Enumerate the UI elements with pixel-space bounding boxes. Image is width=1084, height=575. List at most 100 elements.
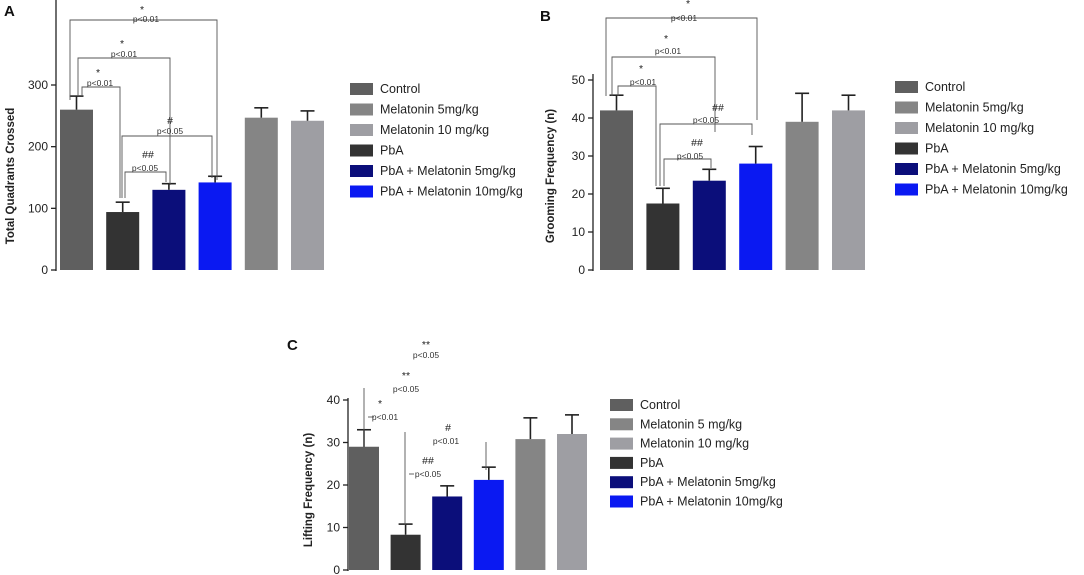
y-tick-label: 10 <box>327 521 341 535</box>
bar-melatonin-10-mg-kg <box>557 434 587 570</box>
legend-label: PbA <box>640 456 664 470</box>
bar-pba-melatonin-5mg-kg <box>432 496 463 570</box>
bar-melatonin-5-mg-kg <box>515 439 546 570</box>
legend-swatch <box>350 165 373 177</box>
bracket-b-control-vs-pba-mel5 <box>611 56 716 132</box>
bar-pba-melatonin-10mg-kg <box>739 163 773 270</box>
annotation-symbol: ** <box>402 370 410 382</box>
bracket-b-pba-vs-pba-mel10 <box>659 123 753 186</box>
annotation-p-value: p<0.01 <box>671 13 698 23</box>
legend-label: Melatonin 5mg/kg <box>925 101 1024 115</box>
y-ticks-b: 0 10 20 30 40 50 <box>572 73 593 277</box>
annotation-symbol: # <box>167 115 173 127</box>
y-tick-label: 40 <box>327 393 341 407</box>
annotation-symbol: * <box>96 67 100 79</box>
legend-label: Melatonin 10 mg/kg <box>380 123 489 137</box>
annotation-p-value: p<0.01 <box>111 49 138 59</box>
legend-swatch <box>895 101 918 114</box>
y-axis-c: 0 10 20 30 40 <box>327 393 349 575</box>
y-ticks-a: 0 100 200 300 <box>28 78 56 277</box>
panel-label-c: C <box>287 337 298 354</box>
legend-label: PbA + Melatonin 10mg/kg <box>380 185 523 199</box>
significance-brackets-c: ** p<0.05 ** p<0.05 * p<0.01 # p<0.01 ##… <box>363 339 487 525</box>
annotation-p-value: p<0.01 <box>133 14 160 24</box>
legend-label: Control <box>380 82 420 96</box>
bar-control <box>349 446 379 570</box>
y-tick-label: 20 <box>572 187 586 201</box>
annotation-symbol: ## <box>712 102 724 114</box>
y-tick-label: 40 <box>572 111 586 125</box>
y-tick-label: 10 <box>572 225 586 239</box>
legend-swatch <box>350 83 373 95</box>
bracket-a-pba-vs-pba-mel10 <box>121 135 213 198</box>
y-tick-label: 0 <box>41 263 48 277</box>
bracket-b-control-vs-pba-mel10 <box>605 17 758 120</box>
y-tick-label: 0 <box>578 263 585 277</box>
legend-label: PbA + Melatonin 10mg/kg <box>925 183 1068 197</box>
significance-brackets-a: * p<0.01 * p<0.01 * p<0.01 # p<0.05 ## p… <box>69 4 218 198</box>
y-tick-label: 200 <box>28 140 48 154</box>
legend-swatch <box>895 163 918 175</box>
legend-swatch <box>610 437 633 450</box>
legend-label: PbA <box>925 142 949 156</box>
y-tick-label: 20 <box>327 478 341 492</box>
bracket-a-control-vs-pba <box>81 86 121 198</box>
bar-pba-melatonin-5mg-kg <box>692 180 726 270</box>
y-tick-label: 30 <box>327 436 341 450</box>
annotation-p-value: p<0.05 <box>157 126 184 136</box>
legend-label: Control <box>640 398 680 412</box>
bar-pba-melatonin-10mg-kg <box>198 182 232 270</box>
annotation-p-value: p<0.01 <box>87 78 114 88</box>
annotation-symbol: ## <box>422 455 434 467</box>
annotation-p-value: p<0.01 <box>630 77 657 87</box>
legend-swatch <box>895 81 918 93</box>
bar-melatonin-10-mg-kg <box>832 110 865 271</box>
bar-melatonin-10-mg-kg <box>291 120 324 271</box>
annotation-p-value: p<0.05 <box>132 163 159 173</box>
bracket-a-pba-vs-pba-mel5 <box>124 171 167 198</box>
legend-a: Control Melatonin 5mg/kg Melatonin 10 mg/k… <box>350 82 523 199</box>
bracket-a-control-vs-pba-mel5 <box>77 57 171 185</box>
legend-label: PbA <box>380 144 404 158</box>
bar-melatonin-5mg-kg <box>785 121 819 270</box>
bracket-b-pba-vs-pba-mel5 <box>663 158 712 186</box>
legend-swatch <box>895 183 918 196</box>
panel-b: B Grooming Frequency (n) 0 10 20 30 40 50 * p… <box>540 0 1068 277</box>
bar-pba-melatonin-10mg-kg <box>473 479 504 570</box>
legend-swatch <box>895 142 918 155</box>
annotation-symbol: * <box>378 398 382 410</box>
annotation-symbol: * <box>639 63 643 75</box>
y-axis-title-c: Lifting Frequency (n) <box>303 433 315 548</box>
annotation-symbol: # <box>445 422 451 434</box>
y-ticks-c: 0 10 20 30 40 <box>327 393 348 575</box>
legend-swatch <box>610 495 633 508</box>
panel-label-b: B <box>540 8 551 25</box>
panel-a: A Total Quadrants Crossed 0 100 200 300 * p… <box>4 0 523 277</box>
bar-melatonin-5mg-kg <box>244 117 278 270</box>
bars-a <box>60 95 324 271</box>
bar-pba <box>646 203 680 270</box>
y-tick-label: 30 <box>572 149 586 163</box>
annotation-p-value: p<0.05 <box>693 115 720 125</box>
legend-label: Melatonin 5mg/kg <box>380 103 479 117</box>
legend-swatch <box>895 122 918 134</box>
legend-swatch <box>610 476 633 489</box>
annotation-symbol: * <box>686 0 690 10</box>
bar-pba-melatonin-5mg-kg <box>152 189 186 270</box>
annotation-p-value: p<0.05 <box>415 469 442 479</box>
legend-b: Control Melatonin 5mg/kg Melatonin 10 mg/k… <box>895 80 1068 197</box>
bar-control <box>600 110 633 271</box>
annotation-p-value: p<0.05 <box>413 350 440 360</box>
annotation-p-value: p<0.01 <box>655 46 682 56</box>
annotation-p-value: p<0.05 <box>677 151 704 161</box>
y-tick-label: 300 <box>28 78 48 92</box>
legend-label: Melatonin 10 mg/kg <box>640 437 749 451</box>
legend-swatch <box>610 456 633 469</box>
legend-swatch <box>350 144 373 157</box>
y-axis-title-a: Total Quadrants Crossed <box>5 108 17 245</box>
panel-label-a: A <box>4 3 15 20</box>
annotation-p-value: p<0.01 <box>433 436 460 446</box>
annotation-symbol: * <box>120 38 124 50</box>
bars-b <box>600 92 865 271</box>
